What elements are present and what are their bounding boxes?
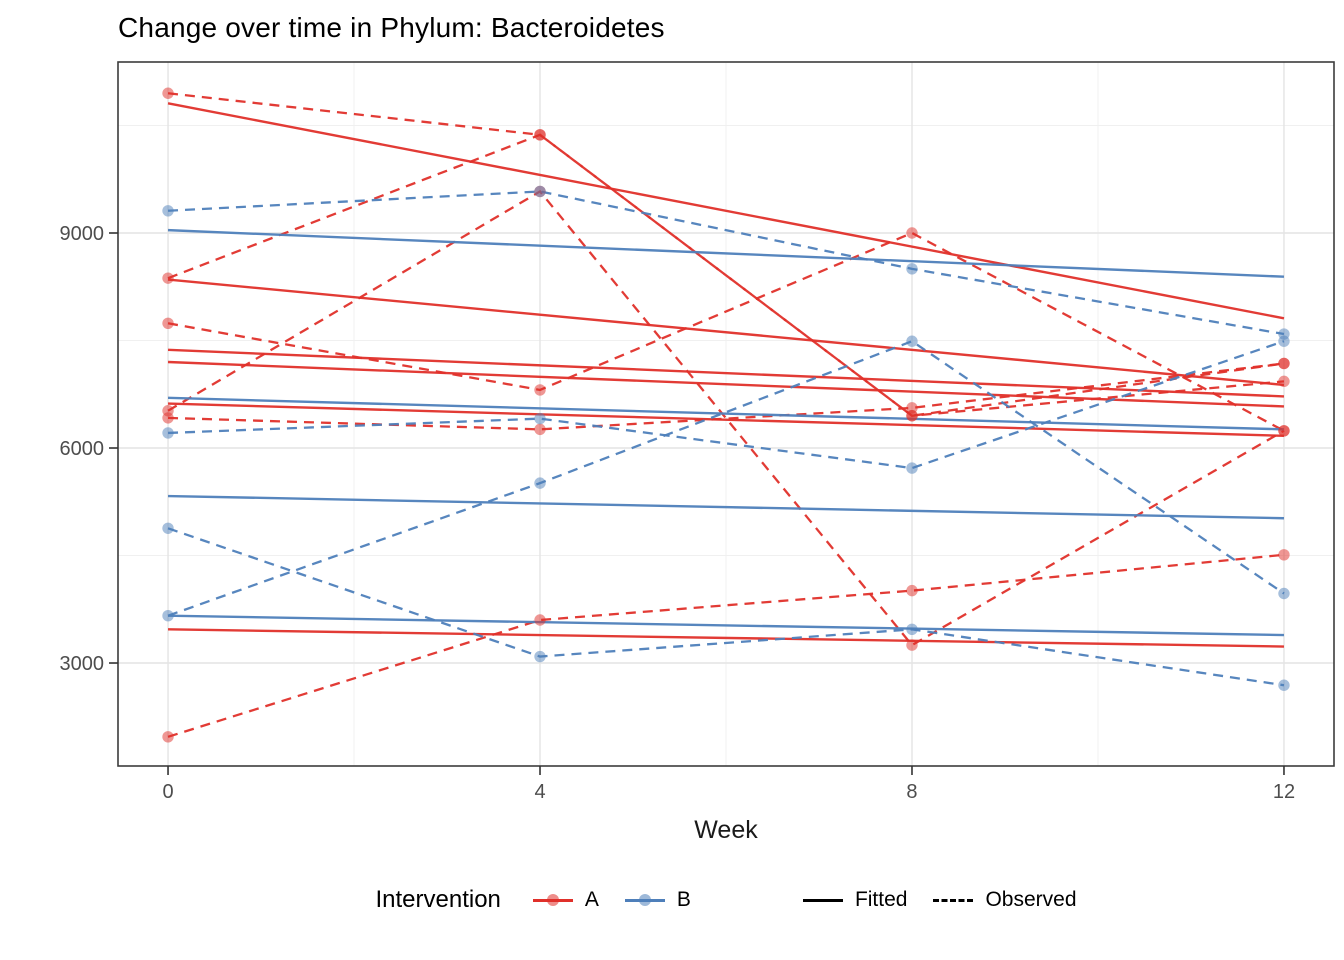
- y-tick-label: 3000: [60, 653, 105, 675]
- x-tick-label: 8: [906, 781, 917, 803]
- data-point-A4-week4: [534, 423, 546, 436]
- data-point-B1-week8: [906, 263, 918, 275]
- chart-title: Change over time in Phylum: Bacteroidete…: [118, 12, 665, 43]
- legend-key-a: [532, 892, 573, 908]
- legend-item-group-a[interactable]: A: [532, 888, 599, 912]
- data-point-A5-week12: [1278, 549, 1290, 561]
- legend-key-fitted: [802, 892, 843, 908]
- observed-line-B3: [167, 527, 1285, 687]
- data-point-B4-week4: [534, 477, 546, 489]
- dashed-line-icon: [933, 899, 974, 902]
- data-point-A3-week4: [534, 384, 546, 396]
- legend-label-a: A: [584, 888, 599, 911]
- data-point-B4-week12: [1278, 587, 1290, 600]
- x-tick-label: 0: [162, 781, 173, 803]
- data-point-A5-week0: [162, 731, 174, 743]
- fitted-line-A4: [167, 402, 1285, 438]
- data-point-A1-week12: [1278, 375, 1290, 388]
- point-icon: [638, 894, 651, 906]
- chart-canvas: 3000 6000 9000 0 4 8 12 Week: [60, 61, 1335, 844]
- observed-line-B2: [167, 340, 1285, 470]
- data-point-A6-week12: [1278, 425, 1290, 437]
- x-tick-label: 12: [1273, 781, 1295, 803]
- y-tick-label: 6000: [60, 438, 105, 460]
- legend-item-observed[interactable]: Observed: [933, 888, 1077, 912]
- legend-item-fitted[interactable]: Fitted: [802, 888, 908, 912]
- legend-title: Intervention: [375, 886, 501, 913]
- data-point-A4-week12: [1278, 357, 1290, 370]
- fitted-line-B1: [167, 228, 1285, 278]
- legend-key-b: [624, 892, 665, 908]
- data-point-B2-week12: [1278, 335, 1290, 347]
- data-point-B1-week0: [162, 205, 174, 217]
- data-point-A2-week8: [906, 410, 918, 422]
- panel-border: [117, 61, 1335, 767]
- point-icon: [546, 894, 559, 906]
- data-point-A5-week4: [534, 614, 546, 626]
- data-point-A5-week8: [906, 584, 918, 597]
- legend: Intervention A B Fitted: [118, 886, 1334, 914]
- fitted-line-A6: [167, 360, 1285, 408]
- series-points: [162, 87, 1290, 743]
- data-point-B1-week4: [534, 185, 546, 198]
- axis-tick-labels: 3000 6000 9000 0 4 8 12: [60, 223, 1296, 803]
- fitted-line-B2: [167, 396, 1285, 431]
- data-point-B2-week8: [906, 462, 918, 474]
- data-point-B4-week8: [906, 335, 918, 347]
- observed-line-A3: [167, 231, 1285, 432]
- data-point-A2-week0: [162, 272, 174, 284]
- y-tick-label: 9000: [60, 223, 105, 245]
- legend-label-fitted: Fitted: [854, 888, 908, 911]
- fitted-line-B3: [168, 614, 1284, 637]
- data-point-B2-week4: [534, 412, 546, 425]
- data-point-A3-week8: [906, 227, 918, 239]
- fitted-line-A1: [167, 102, 1285, 320]
- data-point-B3-week12: [1278, 679, 1290, 691]
- data-point-B3-week0: [162, 522, 174, 534]
- fitted-line-A5: [168, 628, 1284, 648]
- fitted-line-B4: [168, 494, 1284, 520]
- legend-item-group-b[interactable]: B: [624, 888, 691, 912]
- data-point-B2-week0: [162, 427, 174, 439]
- data-point-A6-week0: [162, 405, 174, 417]
- data-point-B4-week0: [162, 610, 174, 622]
- x-axis-title: Week: [694, 816, 758, 844]
- x-tick-label: 4: [534, 781, 545, 803]
- data-point-B3-week8: [906, 623, 918, 636]
- data-point-A1-week0: [162, 87, 174, 99]
- series-lines: [167, 92, 1285, 738]
- data-point-B3-week4: [534, 650, 546, 663]
- axis-tick-marks: [109, 232, 1285, 775]
- data-point-A4-week8: [906, 402, 918, 414]
- data-point-A6-week8: [906, 639, 918, 651]
- solid-line-icon: [802, 899, 843, 902]
- legend-label-b: B: [676, 888, 691, 911]
- observed-line-A5: [167, 553, 1285, 738]
- data-point-A3-week0: [162, 317, 174, 330]
- fitted-line-A2: [167, 278, 1285, 387]
- legend-key-observed: [933, 892, 974, 908]
- observed-line-A6: [167, 189, 1285, 647]
- data-point-A2-week4: [534, 129, 546, 141]
- observed-line-A2: [167, 133, 1285, 417]
- legend-label-observed: Observed: [985, 888, 1077, 911]
- observed-line-B1: [167, 190, 1285, 336]
